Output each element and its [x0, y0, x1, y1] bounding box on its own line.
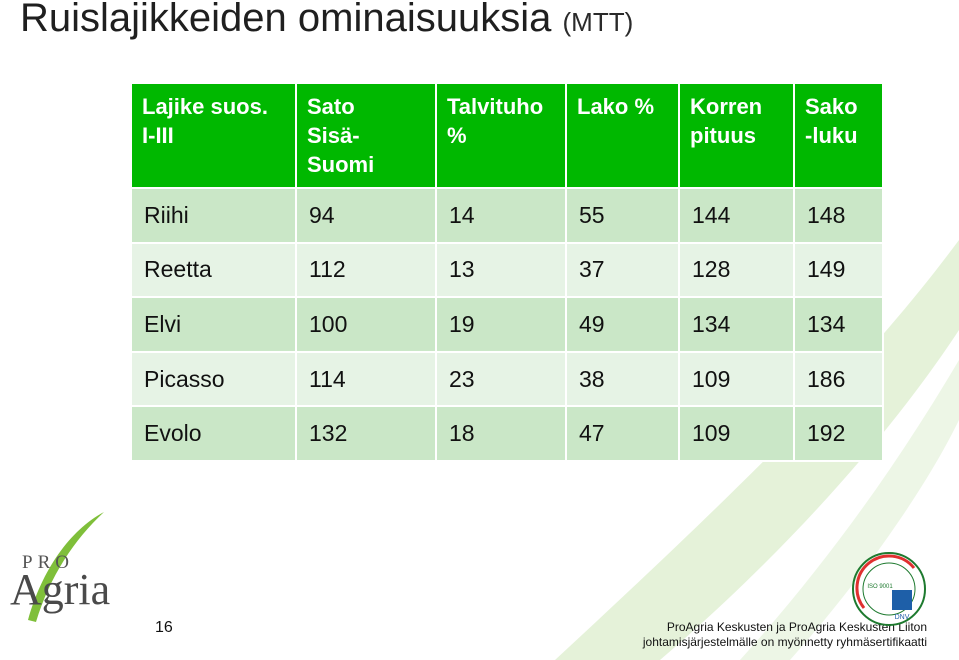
cell-falling-number: 186	[793, 350, 884, 408]
cell-straw-length: 128	[678, 241, 795, 299]
cell-winter-damage: 13	[435, 241, 567, 299]
cell-lodging: 49	[565, 296, 680, 353]
cell-winter-damage: 19	[435, 296, 567, 353]
table-row: Riihi 94 14 55 144 148	[130, 187, 884, 244]
title-source: (MTT)	[562, 7, 634, 37]
cell-yield: 100	[295, 296, 437, 353]
cell-winter-damage: 18	[435, 405, 567, 462]
logo-pro-text: PRO	[22, 552, 74, 573]
cell-straw-length: 144	[678, 187, 795, 244]
column-header-falling-number: Sako -luku	[793, 82, 884, 189]
page-number: 16	[155, 619, 173, 636]
footer-line: johtamisjärjestelmälle on myönnetty ryhm…	[642, 635, 927, 649]
rye-variety-table: Lajike suos. I-III Sato Sisä- Suomi Talvitu…	[130, 82, 884, 462]
cell-straw-length: 134	[678, 296, 795, 353]
cert-badge-text: DNV	[895, 614, 910, 621]
cell-variety: Picasso	[130, 350, 297, 408]
certificate-seal-icon: DNV ISO 9001	[852, 552, 926, 626]
cert-iso-text: ISO 9001	[867, 584, 893, 590]
table-row: Reetta 112 13 37 128 149	[130, 241, 884, 299]
column-header-winter-damage: Talvituho%	[435, 82, 567, 189]
leaf-swoosh-icon	[28, 512, 104, 622]
column-header-lodging: Lako %	[565, 82, 680, 189]
page-title: Ruislajikkeiden ominaisuuksia (MTT)	[20, 0, 634, 40]
cell-variety: Reetta	[130, 241, 297, 299]
table-row: Evolo 132 18 47 109 192	[130, 405, 884, 462]
cell-yield: 112	[295, 241, 437, 299]
cell-yield: 132	[295, 405, 437, 462]
cell-lodging: 38	[565, 350, 680, 408]
cell-straw-length: 109	[678, 405, 795, 462]
cell-variety: Evolo	[130, 405, 297, 462]
cell-lodging: 37	[565, 241, 680, 299]
table-row: Picasso 114 23 38 109 186	[130, 350, 884, 408]
cell-falling-number: 192	[793, 405, 884, 462]
cell-lodging: 55	[565, 187, 680, 244]
cell-winter-damage: 23	[435, 350, 567, 408]
cell-falling-number: 148	[793, 187, 884, 244]
cell-falling-number: 149	[793, 241, 884, 299]
cell-variety: Elvi	[130, 296, 297, 353]
cell-falling-number: 134	[793, 296, 884, 353]
column-header-straw-length: Korren pituus	[678, 82, 795, 189]
proagria-logo: PRO Agria	[0, 510, 140, 645]
column-header-yield: Sato Sisä- Suomi	[295, 82, 437, 189]
cell-lodging: 47	[565, 405, 680, 462]
table-row: Elvi 100 19 49 134 134	[130, 296, 884, 353]
logo-agria-text: Agria	[10, 565, 111, 614]
table-header-row: Lajike suos. I-III Sato Sisä- Suomi Talvitu…	[130, 82, 884, 189]
column-header-variety: Lajike suos. I-III	[130, 82, 297, 189]
cell-winter-damage: 14	[435, 187, 567, 244]
cell-yield: 94	[295, 187, 437, 244]
cell-yield: 114	[295, 350, 437, 408]
footer-certificate-text: ProAgria Keskusten ja ProAgria Keskusten…	[643, 620, 927, 650]
cell-straw-length: 109	[678, 350, 795, 408]
cell-variety: Riihi	[130, 187, 297, 244]
footer-line: ProAgria Keskusten ja ProAgria Keskusten…	[666, 620, 927, 634]
